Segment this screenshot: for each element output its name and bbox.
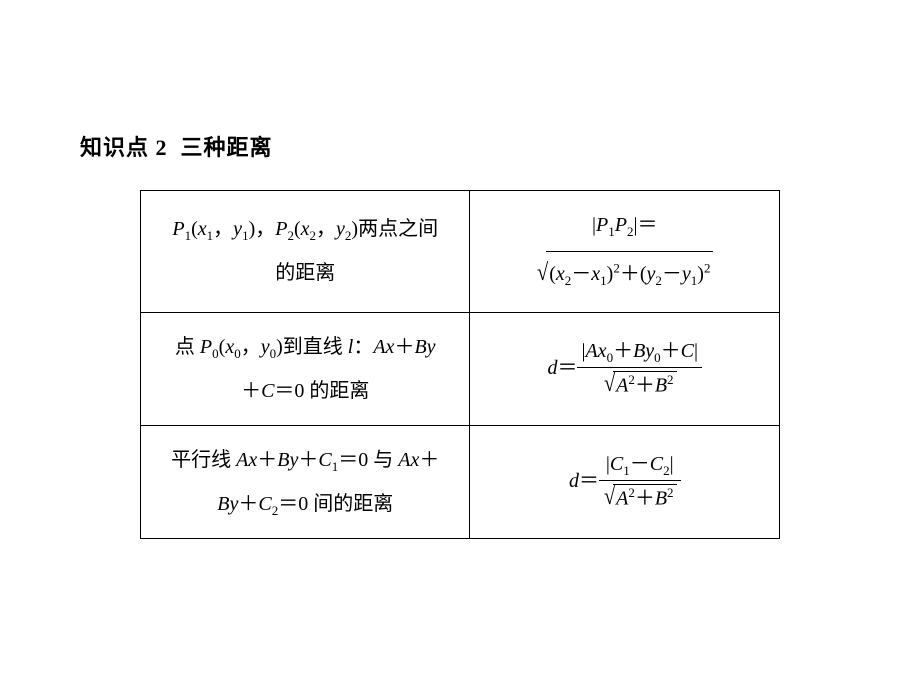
sqrt-expr: √(x2－x1)2＋(y2－y1)2	[536, 247, 713, 300]
heading-prefix: 知识点 2	[80, 135, 168, 160]
heading-title: 三种距离	[181, 135, 273, 160]
section-heading: 知识点 2 三种距离	[80, 130, 840, 162]
table-row: P1(x1，y1)，P2(x2，y2)两点之间 的距离 |P1P2|＝ √(x2…	[141, 191, 780, 313]
row3-desc: 平行线 Ax＋By＋C1＝0 与 Ax＋ By＋C2＝0 间的距离	[141, 425, 470, 538]
fraction: |C1－C2| √A2＋B2	[599, 452, 681, 512]
row3-formula: d＝ |C1－C2| √A2＋B2	[470, 425, 780, 538]
row1-desc: P1(x1，y1)，P2(x2，y2)两点之间 的距离	[141, 191, 470, 313]
table-row: 点 P0(x0，y0)到直线 l：Ax＋By ＋C＝0 的距离 d＝ |Ax0＋…	[141, 312, 780, 425]
row2-desc: 点 P0(x0，y0)到直线 l：Ax＋By ＋C＝0 的距离	[141, 312, 470, 425]
distance-table: P1(x1，y1)，P2(x2，y2)两点之间 的距离 |P1P2|＝ √(x2…	[140, 190, 780, 539]
fraction: |Ax0＋By0＋C| √A2＋B2	[577, 339, 702, 399]
row1-formula: |P1P2|＝ √(x2－x1)2＋(y2－y1)2	[470, 191, 780, 313]
row2-formula: d＝ |Ax0＋By0＋C| √A2＋B2	[470, 312, 780, 425]
table-row: 平行线 Ax＋By＋C1＝0 与 Ax＋ By＋C2＝0 间的距离 d＝ |C1…	[141, 425, 780, 538]
